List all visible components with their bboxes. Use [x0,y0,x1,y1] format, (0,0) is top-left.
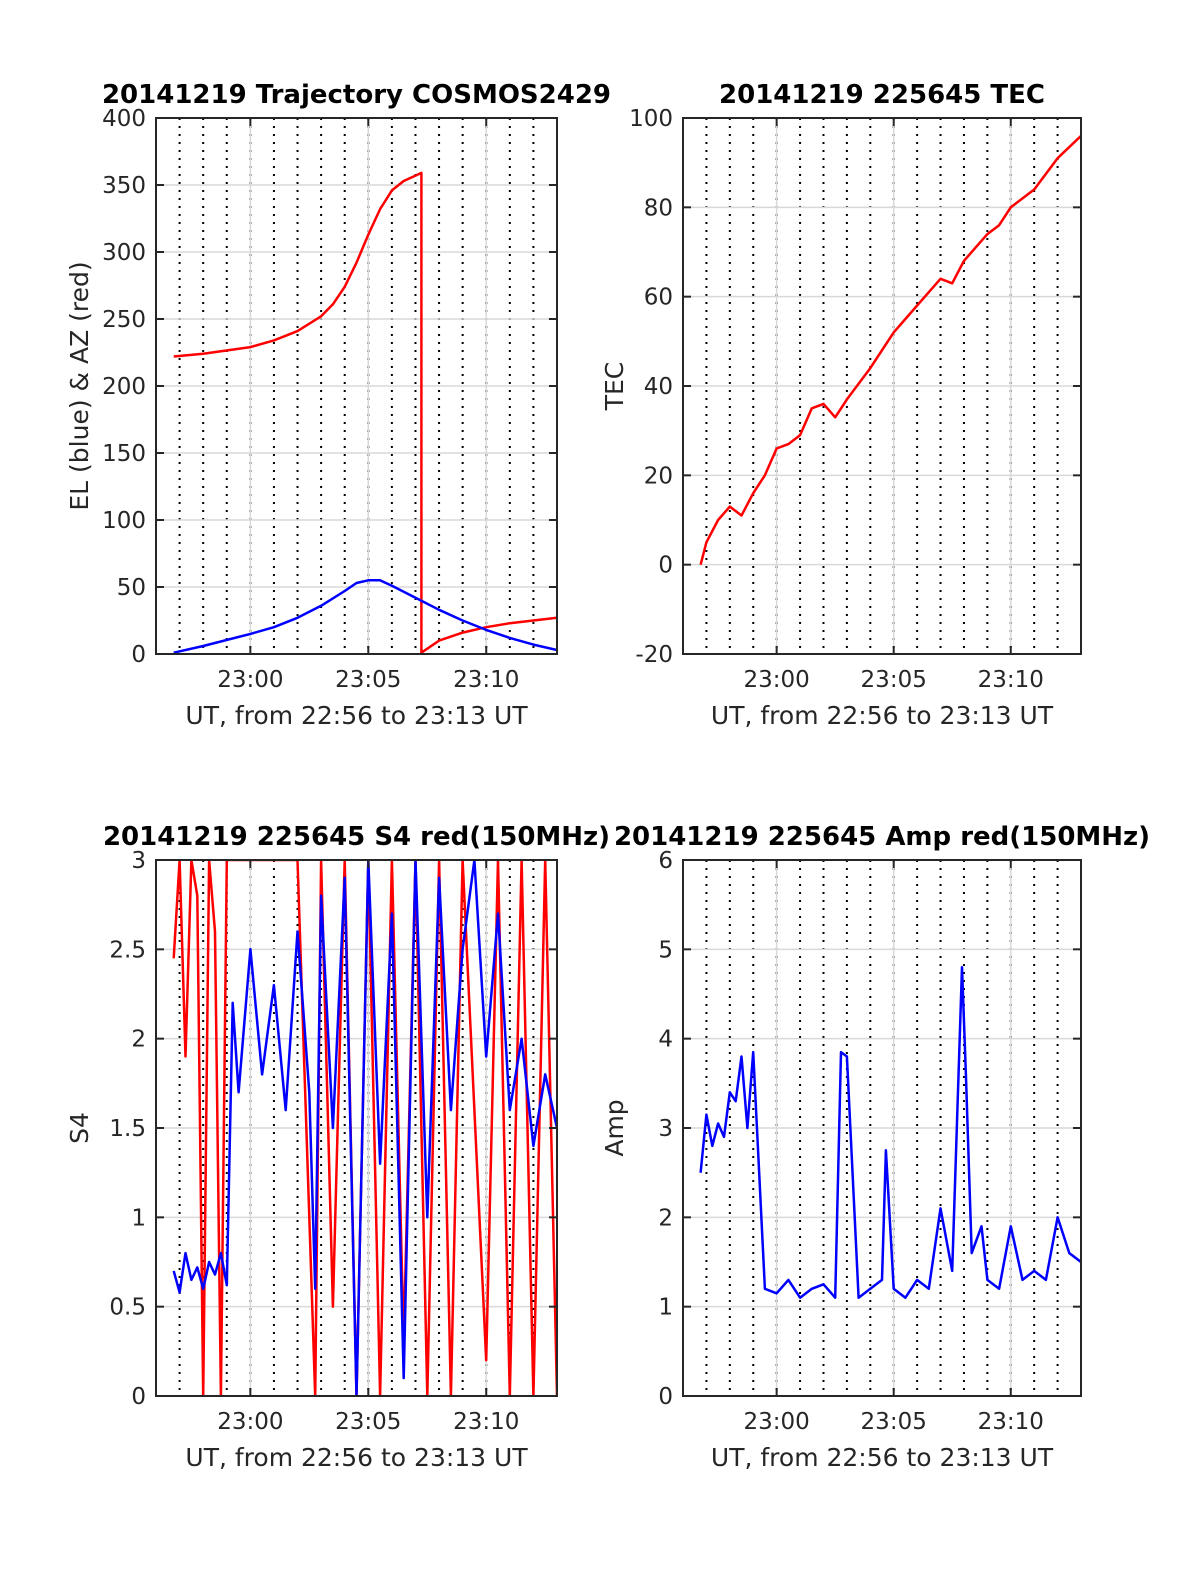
y-tick-label: 250 [102,307,146,333]
x-tick-label: 23:00 [217,667,283,693]
chart-panel-2: -20 0 20 40 60 80 100 23:00 23:05 23:10 UT, from 2… [600,80,1082,730]
y-tick-label: 6 [658,848,673,874]
chart-title: 20141219 225645 S4 red(150MHz) [103,822,610,852]
y-axis-label: EL (blue) & AZ (red) [65,261,94,510]
y-tick-label: 4 [658,1027,673,1053]
series-line-blue [173,579,557,654]
x-axis-label: UT, from 22:56 to 23:13 UT [711,1443,1054,1472]
y-tick-label: 0 [131,1384,146,1410]
series-line-red [699,134,1081,566]
y-tick-label: 150 [102,441,146,467]
y-tick-label: 50 [117,575,146,601]
x-tick-label: 23:10 [978,1409,1044,1435]
x-axis-label: UT, from 22:56 to 23:13 UT [185,701,528,730]
y-tick-label: 200 [102,374,146,400]
x-tick-label: 23:10 [978,667,1044,693]
series-line-red [172,860,557,1396]
chart-panel-1: 0 50 100 150 200 250 300 350 400 23:00 23:05 23:10 U… [65,80,611,730]
y-tick-label: 350 [102,173,146,199]
series-line-blue [172,860,557,1396]
y-tick-label: 2.5 [109,937,146,963]
y-tick-label: 0 [131,642,146,668]
chart-title: 20141219 Trajectory COSMOS2429 [102,80,611,110]
y-tick-label: 40 [644,374,673,400]
y-tick-label: 60 [644,285,673,311]
y-tick-label: 1.5 [109,1116,146,1142]
y-tick-label: 100 [629,106,673,132]
y-tick-label: 400 [102,106,146,132]
y-tick-label: 300 [102,240,146,266]
y-tick-label: 2 [658,1205,673,1231]
chart-panel-4: 0 1 2 3 4 5 6 23:00 23:05 23:10 UT, from 22:56 to … [600,822,1150,1472]
y-tick-label: 80 [644,195,673,221]
y-tick-label: 0.5 [109,1295,146,1321]
y-axis-label: Amp [600,1099,629,1156]
y-tick-label: 20 [644,463,673,489]
y-tick-label: 0 [658,553,673,579]
x-axis-label: UT, from 22:56 to 23:13 UT [185,1443,528,1472]
y-tick-label: -20 [635,642,673,668]
y-tick-label: 3 [658,1116,673,1142]
x-tick-label: 23:05 [861,1409,927,1435]
x-tick-label: 23:00 [217,1409,283,1435]
y-tick-label: 1 [131,1205,146,1231]
series-line-red [173,171,557,654]
x-tick-label: 23:10 [453,1409,519,1435]
x-tick-label: 23:00 [743,667,809,693]
x-tick-label: 23:00 [743,1409,809,1435]
y-tick-label: 5 [658,937,673,963]
x-tick-label: 23:10 [453,667,519,693]
y-axis-label: S4 [65,1112,94,1144]
series-line-blue [699,965,1081,1299]
y-tick-label: 3 [131,848,146,874]
x-axis-label: UT, from 22:56 to 23:13 UT [711,701,1054,730]
y-tick-label: 100 [102,508,146,534]
x-tick-label: 23:05 [335,667,401,693]
y-tick-label: 0 [658,1384,673,1410]
chart-panel-3: 0 0.5 1 1.5 2 2.5 3 23:00 23:05 23:10 UT, from 22:… [65,822,610,1472]
x-tick-label: 23:05 [335,1409,401,1435]
chart-title: 20141219 225645 Amp red(150MHz) [614,822,1150,852]
x-tick-label: 23:05 [861,667,927,693]
y-tick-label: 2 [131,1027,146,1053]
y-tick-label: 1 [658,1295,673,1321]
y-axis-label: TEC [600,362,629,412]
chart-title: 20141219 225645 TEC [719,80,1045,110]
